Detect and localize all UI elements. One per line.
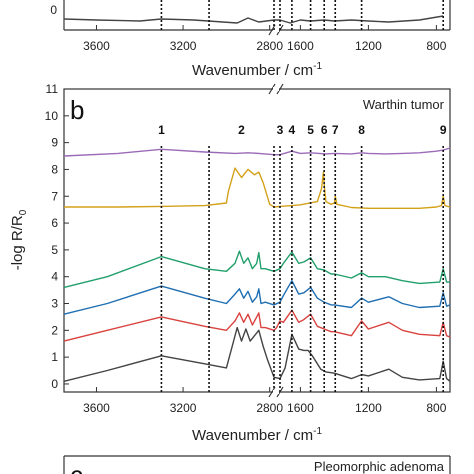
x-tick-label: 1200	[355, 401, 382, 415]
y-tick-label: 6	[51, 216, 58, 230]
band-label-6: 6	[321, 123, 328, 137]
series-line-2	[64, 167, 451, 210]
panel-b-y-ticks: 0 1 2 3 4 5 6 7 8 9 10 11	[45, 82, 69, 391]
band-label-8: 8	[358, 123, 365, 137]
band-label-9: 9	[440, 123, 447, 137]
axis-break-mark	[268, 24, 276, 36]
axis-break-gap	[273, 87, 279, 91]
series-line-1	[63, 147, 451, 157]
band-label-2: 2	[238, 123, 245, 137]
panel-a-plot: 0	[50, 0, 451, 36]
series-line-3	[63, 250, 450, 289]
y-tick-label: 11	[46, 82, 59, 96]
y-tick-label: 10	[45, 109, 59, 123]
axis-break-mark	[276, 386, 284, 398]
band-label-4: 4	[289, 123, 296, 137]
y-tick-label: 7	[51, 189, 58, 203]
x-tick-label: 3600	[83, 401, 110, 415]
panel-b-x-axis-title: Wavenumber / cm-1	[192, 426, 322, 444]
panel-c-letter: c	[70, 460, 83, 474]
series-line-4	[63, 280, 451, 315]
panel-b-y-axis-title: -log R/R0	[9, 209, 29, 270]
y-tick-label: 2	[51, 323, 58, 337]
panel-b-series	[63, 147, 451, 382]
x-tick-label: 3200	[170, 39, 197, 53]
x-tick-label: 1600	[287, 401, 314, 415]
x-tick-label: 1600	[287, 39, 314, 53]
y-tick-label: 3	[51, 297, 58, 311]
axis-break-mark	[268, 83, 276, 95]
series-line-5	[63, 309, 451, 342]
panel-a-y-zero-label: 0	[50, 3, 57, 17]
y-tick-label: 9	[51, 136, 58, 150]
axis-break-gap	[273, 28, 279, 32]
panel-b-band-lines	[160, 146, 445, 392]
y-tick-label: 8	[51, 162, 58, 176]
panel-b-frame	[63, 88, 451, 393]
band-label-7: 7	[332, 123, 339, 137]
panel-a-band-lines	[160, 0, 445, 30]
panel-a-x-tick-labels: 3600 3200 2800 1600 1200 800	[83, 39, 447, 53]
panel-a-series	[63, 15, 444, 24]
panel-b-axis-break	[268, 83, 284, 398]
panel-b-letter: b	[70, 95, 84, 125]
series-line-6	[63, 326, 451, 382]
y-tick-label: 1	[51, 350, 58, 364]
x-tick-label: 2800	[256, 39, 283, 53]
x-tick-label: 800	[426, 401, 446, 415]
panel-c: c Pleomorphic adenoma	[63, 455, 451, 474]
x-tick-label: 3200	[170, 401, 197, 415]
x-tick-label: 1200	[355, 39, 382, 53]
panel-a-x-axis-title: Wavenumber / cm-1	[192, 61, 322, 79]
band-label-3: 3	[277, 123, 284, 137]
axis-break-gap	[273, 390, 279, 394]
panel-a: 0 3600 3200 2800 1600 1200 800 Wavenumber / c…	[50, 0, 451, 79]
panel-a-ticks	[95, 24, 437, 36]
y-tick-label: 4	[51, 270, 58, 284]
band-label-5: 5	[307, 123, 314, 137]
panel-b-title: Warthin tumor	[363, 97, 445, 112]
band-label-1: 1	[158, 123, 165, 137]
x-tick-label: 800	[426, 39, 446, 53]
panel-b-x-ticks	[95, 387, 437, 392]
x-tick-label: 3600	[83, 39, 110, 53]
y-tick-label: 0	[51, 377, 58, 391]
panel-c-title: Pleomorphic adenoma	[314, 459, 445, 474]
axis-break-mark	[276, 83, 284, 95]
series-line-1	[63, 15, 444, 24]
y-tick-label: 5	[51, 243, 58, 257]
panel-b-x-tick-labels: 3600 3200 2800 1600 1200 800	[83, 401, 447, 415]
axis-break-mark	[268, 386, 276, 398]
x-tick-label: 2800	[256, 401, 283, 415]
